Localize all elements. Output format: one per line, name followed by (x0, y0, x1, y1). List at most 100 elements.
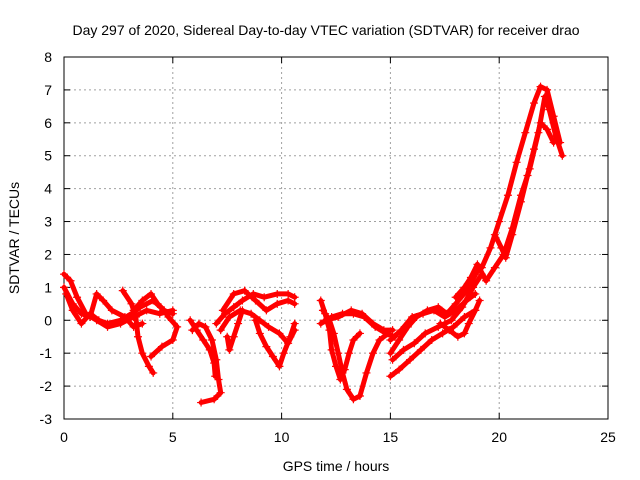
data-point (477, 263, 486, 272)
x-axis-label: GPS time / hours (283, 458, 390, 474)
series-line (320, 307, 391, 402)
data-point (273, 289, 282, 298)
y-tick-label: 8 (44, 49, 52, 65)
data-point (543, 125, 552, 134)
data-point (264, 322, 273, 331)
data-point (164, 312, 173, 321)
y-tick-label: -2 (40, 378, 53, 394)
data-point (349, 395, 358, 404)
data-point (225, 345, 234, 354)
data-point (247, 309, 256, 318)
data-point (342, 385, 351, 394)
data-point (149, 368, 158, 377)
data-point (116, 316, 125, 325)
data-point (334, 312, 343, 321)
data-point (475, 296, 484, 305)
data-point (260, 293, 269, 302)
data-point (451, 293, 460, 302)
data-point (160, 306, 169, 315)
data-point (251, 316, 260, 325)
data-point (147, 352, 156, 361)
data-point (275, 329, 284, 338)
data-point (118, 286, 127, 295)
data-point (536, 82, 545, 91)
data-point (536, 118, 545, 127)
series-line (61, 284, 145, 330)
data-point (416, 345, 425, 354)
y-tick-labels: -3 -2 -1 0 1 2 3 4 5 6 7 8 (40, 49, 53, 427)
series-arc-9 (218, 286, 299, 315)
data-point (199, 336, 208, 345)
data-point (188, 326, 197, 335)
data-point (127, 299, 136, 308)
series-line (387, 268, 480, 356)
data-point (355, 329, 364, 338)
data-point (138, 349, 147, 358)
plot-frame (63, 56, 609, 420)
data-point (403, 322, 412, 331)
data-point (60, 283, 68, 292)
data-point (262, 342, 271, 351)
series-arc-24 (490, 118, 558, 262)
data-point (284, 296, 293, 305)
data-point (229, 332, 238, 341)
data-point (349, 336, 358, 345)
y-tick-label: 2 (44, 246, 52, 262)
series-layer (60, 82, 567, 407)
data-point (460, 329, 469, 338)
data-point (427, 336, 436, 345)
series-arc-23 (477, 82, 565, 272)
data-point (186, 316, 195, 325)
data-point (368, 349, 377, 358)
data-point (201, 322, 210, 331)
data-point (77, 309, 86, 318)
x-tick-label: 20 (491, 429, 507, 445)
data-point (207, 336, 216, 345)
data-point (216, 388, 225, 397)
data-point (142, 306, 151, 315)
data-point (345, 349, 354, 358)
data-point (268, 352, 277, 361)
data-point (438, 329, 447, 338)
data-point (290, 319, 299, 328)
data-point (355, 391, 364, 400)
data-point (255, 329, 264, 338)
data-point (362, 368, 371, 377)
data-point (464, 319, 473, 328)
data-point (460, 312, 469, 321)
y-tick-label: 4 (44, 181, 52, 197)
data-point (423, 306, 432, 315)
data-point (77, 319, 86, 328)
y-tick-label: 6 (44, 115, 52, 131)
data-point (168, 309, 177, 318)
y-tick-label: 0 (44, 312, 52, 328)
data-point (238, 296, 247, 305)
data-point (445, 326, 454, 335)
data-point (466, 273, 475, 282)
data-point (388, 326, 397, 335)
data-point (251, 296, 260, 305)
data-point (103, 319, 112, 328)
x-tick-label: 25 (600, 429, 616, 445)
series-arc-12 (251, 316, 299, 371)
data-point (347, 306, 356, 315)
axis-ticks (63, 56, 609, 420)
data-point (486, 243, 495, 252)
data-point (273, 299, 282, 308)
data-point (138, 296, 147, 305)
data-point (214, 375, 223, 384)
data-point (375, 336, 384, 345)
data-point (153, 299, 162, 308)
series-arc-4 (118, 286, 158, 377)
data-point (495, 217, 504, 226)
data-point (318, 306, 327, 315)
x-tick-labels: 0 5 10 15 20 25 (60, 429, 616, 445)
data-point (240, 286, 249, 295)
data-point (449, 322, 458, 331)
data-point (421, 329, 430, 338)
series-arc-21 (436, 296, 484, 341)
data-point (453, 332, 462, 341)
data-point (210, 395, 219, 404)
